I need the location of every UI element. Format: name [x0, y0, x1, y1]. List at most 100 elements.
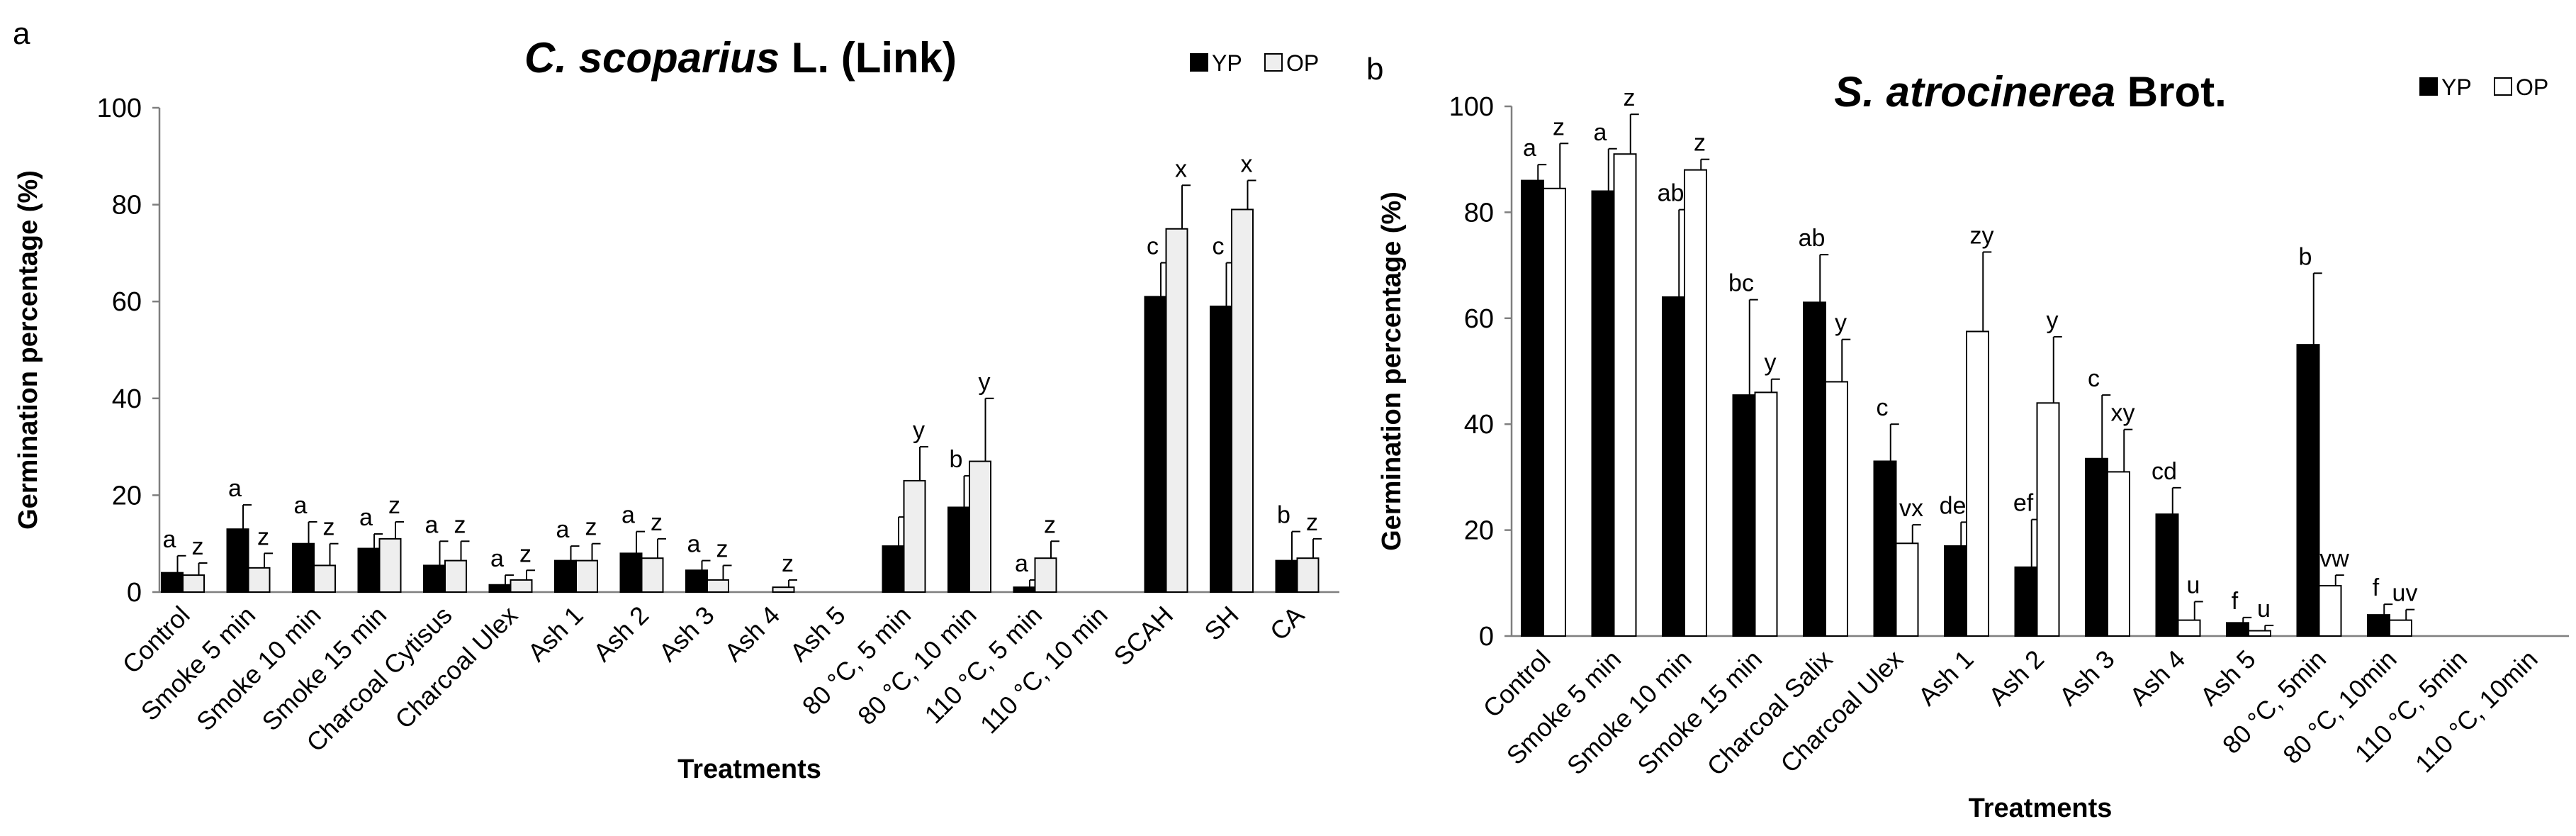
bar-yp	[226, 528, 249, 593]
bar-op	[2318, 585, 2342, 637]
legend-label: OP	[1286, 50, 1319, 76]
bar-op	[772, 586, 795, 593]
significance-letter: b	[2299, 243, 2312, 270]
y-tick-label: 20	[1464, 516, 1494, 546]
significance-letter: a	[556, 516, 570, 543]
x-axis-title: Treatments	[1969, 793, 2113, 823]
chart-panel-a: a C. scoparius L. (Link) YP OP 0 20 40 60 80 100 G…	[13, 16, 1339, 784]
significance-letter: y	[1835, 310, 1847, 337]
bar-op	[247, 567, 271, 593]
significance-letter: a	[228, 475, 242, 502]
bar-op	[641, 557, 664, 593]
significance-letter: a	[1523, 135, 1536, 162]
significance-letter: z	[782, 550, 794, 577]
significance-letter: b	[950, 446, 963, 473]
bar-yp	[357, 547, 381, 593]
chart-title-authority: L. (Link)	[780, 34, 957, 82]
significance-letter: z	[192, 533, 204, 560]
bar-op	[2389, 619, 2412, 637]
chart-title: S. atrocinerea Brot.	[1834, 68, 2227, 116]
x-category-label: SH	[1198, 601, 1244, 646]
bar-yp	[947, 506, 970, 593]
significance-letter: vw	[2319, 545, 2349, 572]
bar-yp	[2226, 622, 2249, 637]
significance-letter: z	[585, 514, 597, 541]
significance-letter: z	[257, 523, 269, 550]
bar-op	[2107, 471, 2130, 637]
significance-letter: u	[2187, 572, 2200, 598]
chart-title: C. scoparius L. (Link)	[524, 34, 957, 82]
bar-op	[2248, 630, 2271, 637]
bar-op	[1296, 557, 1320, 593]
chart-title-species: C. scoparius	[524, 34, 780, 82]
x-category-label: Charcoal Salix	[1702, 645, 1838, 781]
bar-yp	[2155, 513, 2179, 637]
bar-op	[1034, 557, 1057, 593]
bar-yp	[423, 564, 446, 593]
significance-letter: x	[1241, 150, 1253, 177]
significance-letter: z	[1044, 511, 1056, 538]
significance-letter: z	[716, 535, 729, 562]
x-category-label: Ash 1	[1913, 645, 1979, 711]
chart-title-authority: Brot.	[2115, 68, 2227, 116]
bar-yp	[1873, 460, 1897, 637]
significance-letter: a	[425, 511, 439, 538]
bar-op	[1613, 153, 1637, 637]
significance-letter: z	[388, 492, 400, 519]
significance-letter: ab	[1799, 225, 1826, 252]
y-tick-label: 20	[112, 481, 142, 511]
bar-op	[182, 574, 205, 593]
x-category-label: Ash 3	[2054, 645, 2120, 711]
significance-letter: z	[1694, 130, 1706, 157]
significance-letter: z	[1553, 113, 1565, 140]
significance-letter: a	[359, 504, 373, 531]
significance-letter: a	[294, 492, 308, 519]
bar-op	[969, 460, 991, 593]
bar-op	[1754, 391, 1778, 637]
x-category-label: Charcoal Ulex	[1774, 645, 1908, 779]
significance-letter: z	[454, 511, 466, 538]
bar-yp	[882, 545, 905, 593]
bar-yp	[1803, 301, 1826, 637]
y-tick-label: 40	[1464, 410, 1494, 440]
significance-letter: a	[490, 545, 504, 572]
significance-letter: a	[1015, 550, 1028, 577]
significance-letter: ab	[1658, 180, 1684, 207]
x-category-label: Ash 4	[719, 601, 785, 667]
significance-letter: c	[1877, 394, 1889, 421]
chart-panel-b: b S. atrocinerea Brot. YP OP 0 20 40 60 80 100 Ger…	[1366, 52, 2569, 823]
significance-letter: z	[323, 514, 335, 541]
y-axis-title: Germination percentage (%)	[1377, 191, 1407, 551]
x-category-label: Ash 2	[587, 601, 654, 667]
significance-letter: f	[2232, 588, 2239, 615]
y-tick-label: 80	[1464, 198, 1494, 228]
bar-op	[575, 559, 598, 593]
bar-yp	[2296, 344, 2320, 637]
bar-op	[1684, 169, 1707, 637]
bar-yp	[1013, 586, 1036, 593]
y-tick-label: 60	[1464, 304, 1494, 334]
legend-swatch	[2494, 77, 2512, 96]
x-category-label: Smoke 10 min	[1561, 645, 1697, 781]
x-category-label: Ash 4	[2124, 645, 2190, 711]
y-tick-label: 0	[127, 578, 142, 608]
y-tick-label: 80	[112, 191, 142, 221]
significance-letter: f	[2373, 574, 2380, 601]
bar-yp	[1591, 190, 1615, 637]
significance-letter: uv	[2392, 580, 2418, 607]
significance-letter: ef	[2013, 490, 2034, 517]
significance-letter: xy	[2111, 400, 2135, 427]
x-category-label: Ash 1	[522, 601, 589, 667]
panel-letter: a	[13, 16, 30, 51]
x-category-label: 110 °C, 10min	[2409, 645, 2543, 779]
x-category-label: Ash 5	[2195, 645, 2261, 711]
bar-yp	[619, 552, 643, 593]
x-category-label: Ash 3	[653, 601, 720, 667]
significance-letter: y	[979, 369, 991, 396]
bar-op	[1543, 187, 1566, 637]
y-axis-title: Germination percentage (%)	[13, 170, 43, 530]
significance-letter: c	[2088, 365, 2100, 392]
y-tick-label: 60	[112, 287, 142, 317]
bar-op	[510, 579, 533, 593]
